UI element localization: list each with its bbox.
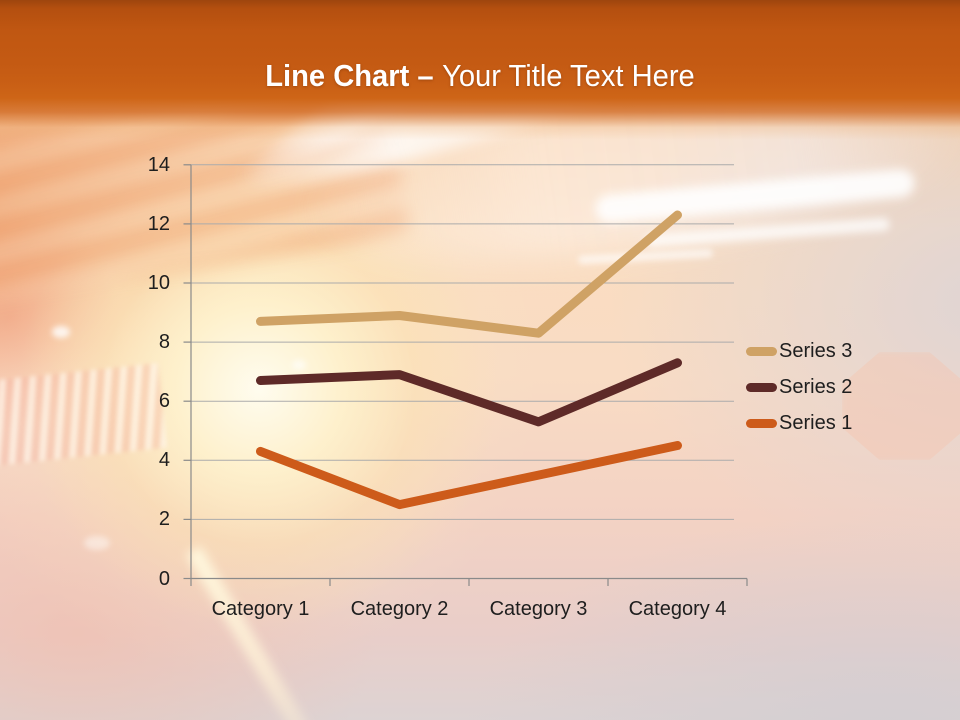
lens-flare-octagon: [842, 352, 960, 460]
legend-label-series-2: Series 2: [779, 375, 853, 398]
legend-label-series-1: Series 1: [779, 411, 853, 434]
slide-title: Line Chart – Your Title Text Here: [29, 54, 931, 98]
slide-title-bold: Line Chart –: [265, 58, 434, 93]
light-dot: [52, 326, 70, 338]
category-label: Category 2: [350, 598, 449, 620]
ytick-label: 0: [158, 567, 170, 590]
ytick-label: 10: [147, 272, 170, 294]
legend-item-series-1: Series 1: [746, 411, 852, 435]
header-band: Line Chart – Your Title Text Here: [0, 0, 960, 140]
ytick-label: 14: [147, 153, 170, 176]
category-label: Category 4: [628, 598, 727, 620]
legend-swatch-series-2: [746, 382, 777, 392]
legend-item-series-3: Series 3: [746, 339, 852, 363]
light-dot: [84, 536, 110, 550]
category-label: Category 3: [489, 598, 588, 620]
ytick-label: 4: [158, 449, 170, 472]
ytick-label: 2: [158, 508, 170, 531]
ytick-label: 12: [147, 212, 170, 235]
legend-label-series-3: Series 3: [779, 339, 853, 362]
ytick-label: 6: [158, 390, 170, 413]
category-label: Category 1: [211, 598, 310, 620]
chart-legend: Series 3 Series 2 Series 1: [746, 339, 852, 447]
light-dot: [292, 360, 306, 370]
slide-title-rest: Your Title Text Here: [442, 58, 695, 93]
legend-swatch-series-3: [746, 346, 777, 356]
legend-item-series-2: Series 2: [746, 375, 852, 399]
legend-swatch-series-1: [746, 418, 777, 428]
ytick-label: 8: [158, 331, 170, 354]
